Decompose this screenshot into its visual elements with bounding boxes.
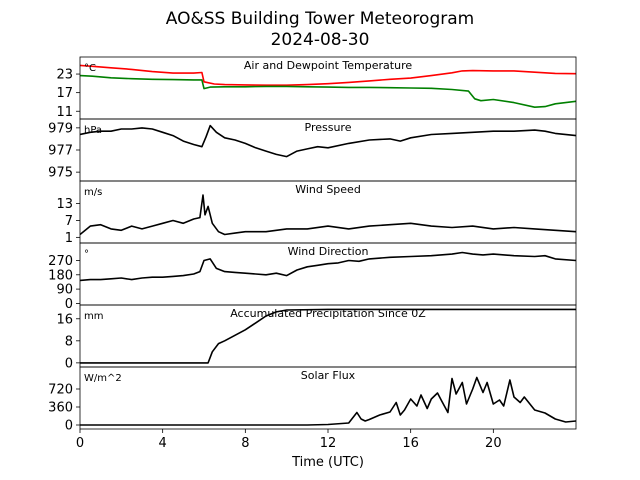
panel-2: 979 977 975 hPa Pressure — [48, 118, 577, 182]
series-line-1 — [80, 376, 576, 426]
series-line-2 — [80, 74, 576, 108]
x-tick-label: 0 — [76, 436, 84, 451]
y-tick-label: 23 — [56, 68, 73, 83]
y-tick-label: 975 — [48, 166, 73, 181]
x-tick-label: 4 — [159, 436, 167, 451]
panel-title: Wind Speed — [295, 183, 361, 196]
y-tick-label: 1 — [65, 231, 73, 246]
panel-lines — [80, 376, 576, 426]
panel-unit-label: hPa — [84, 125, 102, 136]
y-tick-label: 360 — [48, 401, 73, 416]
panel-1: 23 17 11 °C Air and Dewpoint Temperature — [56, 56, 577, 120]
y-tick-label: 270 — [48, 254, 73, 269]
panel-title: Solar Flux — [301, 369, 356, 382]
y-tick-label: 13 — [56, 197, 73, 212]
panel-lines — [80, 124, 576, 158]
y-tick-label: 0 — [65, 297, 73, 312]
x-tick-label: 12 — [320, 436, 337, 451]
series-line-1 — [80, 251, 576, 282]
y-tick-label: 720 — [48, 383, 73, 398]
y-tick-label: 0 — [65, 419, 73, 434]
x-tick-label: 8 — [241, 436, 249, 451]
panel-title: Wind Direction — [288, 245, 369, 258]
series-line-1 — [80, 124, 576, 158]
x-axis: 0 4 8 12 16 20 — [76, 429, 502, 451]
y-tick-label: 7 — [65, 214, 73, 229]
x-tick-label: 20 — [485, 436, 502, 451]
chart-title-line1: AO&SS Building Tower Meteorogram — [166, 9, 474, 29]
x-axis-label: Time (UTC) — [291, 455, 364, 470]
y-tick-label: 977 — [48, 144, 73, 159]
y-tick-label: 0 — [65, 356, 73, 371]
x-tick-label: 16 — [402, 436, 419, 451]
series-line-1 — [80, 308, 576, 364]
series-line-1 — [80, 194, 576, 236]
panel-3: 13 7 1 m/s Wind Speed — [56, 180, 577, 246]
y-tick-label: 17 — [56, 86, 73, 101]
y-tick-label: 90 — [56, 283, 73, 298]
y-tick-label: 979 — [48, 121, 73, 136]
panel-unit-label: W/m^2 — [84, 373, 122, 384]
panel-lines — [80, 251, 576, 282]
series-line-1 — [80, 64, 576, 86]
y-tick-label: 11 — [56, 105, 73, 120]
panel-title: Air and Dewpoint Temperature — [244, 59, 412, 72]
panel-unit-label: mm — [84, 311, 103, 322]
y-tick-label: 16 — [56, 312, 73, 327]
panel-lines — [80, 194, 576, 236]
panel-5: 16 8 0 mm Accumulated Precipitation Since 0Z — [56, 304, 577, 371]
chart-title-line2: 2024-08-30 — [271, 30, 370, 50]
panel-unit-label: °C — [84, 63, 96, 74]
panel-title: Pressure — [305, 121, 352, 134]
y-tick-label: 8 — [65, 334, 73, 349]
panel-6: 720 360 0 W/m^2 Solar Flux — [48, 366, 577, 434]
y-tick-label: 180 — [48, 268, 73, 283]
panel-unit-label: m/s — [84, 187, 102, 198]
panel-title: Accumulated Precipitation Since 0Z — [230, 307, 426, 320]
panel-unit-label: ° — [84, 249, 89, 260]
panel-lines — [80, 308, 576, 364]
panel-lines — [80, 64, 576, 108]
